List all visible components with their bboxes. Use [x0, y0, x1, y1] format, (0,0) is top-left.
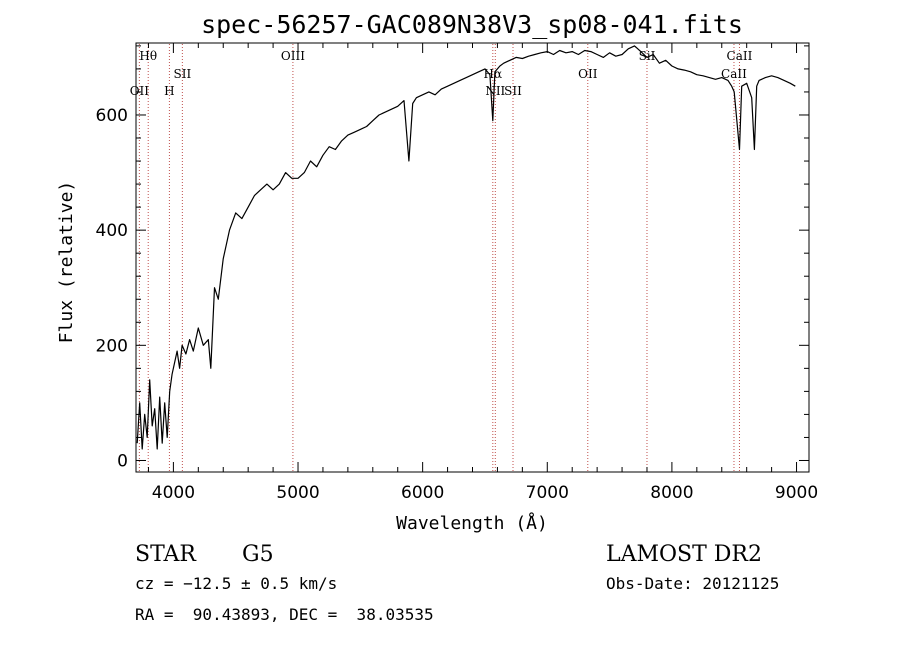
spectral-line-label: SII [174, 67, 192, 81]
x-tick-label: 6000 [401, 483, 444, 503]
spectral-line-label: NII [485, 84, 505, 98]
spectrum-line [136, 45, 796, 450]
radec-text: RA = 90.43893, DEC = 38.03535 [135, 605, 434, 624]
x-tick-label: 7000 [526, 483, 569, 503]
obs-date-text: Obs-Date: 20121125 [606, 574, 779, 593]
spectral-line-label: Hα [484, 67, 503, 81]
spectral-line-label: OIII [281, 49, 305, 63]
x-tick-label: 5000 [276, 483, 319, 503]
y-tick-label: 400 [96, 221, 128, 241]
y-tick-label: 200 [96, 336, 128, 356]
x-tick-label: 8000 [650, 483, 693, 503]
spectral-line-label: SII [504, 84, 522, 98]
spectral-line-label: CaII [727, 49, 753, 63]
chart-title: spec-56257-GAC089N38V3_sp08-041.fits [201, 10, 743, 39]
spectral-line-label: CaII [721, 67, 747, 81]
x-tick-label: 9000 [775, 483, 818, 503]
redshift-text: cz = −12.5 ± 0.5 km/s [135, 574, 337, 593]
x-axis-label: Wavelength (Å) [396, 512, 548, 534]
x-tick-label: 4000 [152, 483, 195, 503]
plot-frame [135, 42, 810, 473]
y-tick-label: 600 [96, 106, 128, 126]
survey-name: LAMOST DR2 [606, 542, 762, 567]
spectral-line-label: OII [130, 84, 150, 98]
spectral-line-label: H [164, 84, 174, 98]
y-tick-label: 0 [117, 451, 128, 471]
spectral-line-label: OII [578, 67, 598, 81]
spectral-class: STAR [135, 542, 197, 567]
y-axis-label: Flux (relative) [56, 181, 77, 344]
spectral-subclass: G5 [242, 542, 274, 567]
spectral-line-label: SiI [639, 49, 656, 63]
spectral-line-label: Hθ [139, 49, 157, 63]
